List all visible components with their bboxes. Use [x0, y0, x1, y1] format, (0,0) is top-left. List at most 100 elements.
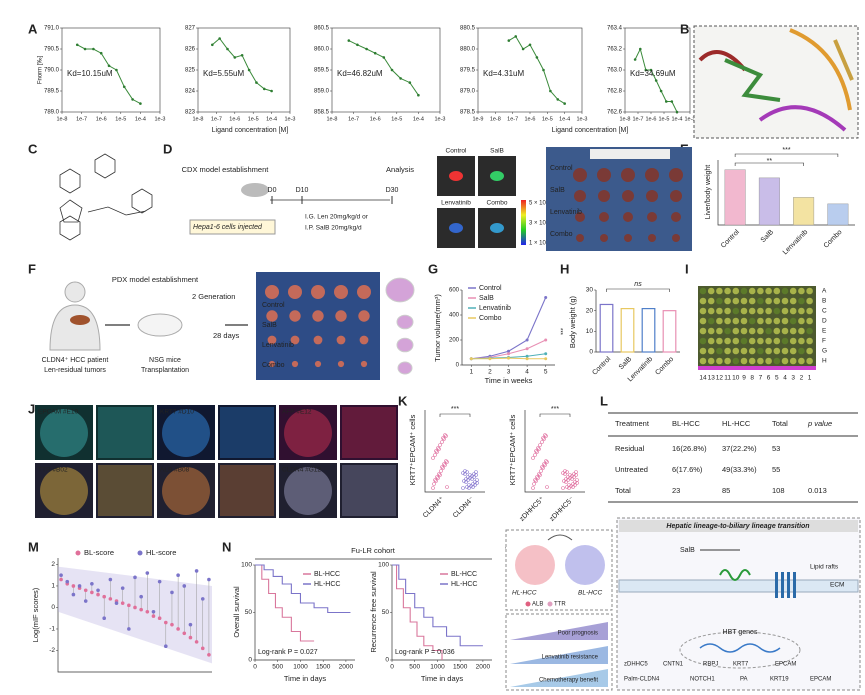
- well: [798, 317, 805, 325]
- cell-dot: [431, 486, 435, 490]
- col-label: 12: [716, 375, 724, 382]
- text: Lenvatinib resistance: [542, 655, 599, 661]
- day-label: D30: [386, 187, 399, 194]
- well: [773, 327, 781, 335]
- well: [781, 327, 789, 335]
- text: Analysis: [386, 165, 414, 174]
- scale-label: 5 × 10⁶: [529, 200, 549, 207]
- row-label: G: [822, 348, 827, 355]
- point: [133, 605, 137, 610]
- cell-dot: [536, 446, 540, 450]
- point: [139, 607, 143, 612]
- y-tick-label: 0: [51, 604, 55, 611]
- well: [740, 327, 748, 335]
- y-tick-label: 400: [449, 313, 460, 319]
- sig: ***: [782, 147, 790, 154]
- well: [740, 317, 748, 325]
- cell-dot: [561, 486, 565, 490]
- well: [699, 287, 707, 295]
- well: [716, 307, 723, 315]
- x-tick-label: 1: [469, 369, 473, 376]
- well: [707, 297, 715, 305]
- point: [114, 601, 119, 605]
- text: Chemotherapy benefit: [539, 678, 598, 684]
- cell-dot: [438, 473, 442, 477]
- membrane: [618, 579, 859, 593]
- cell-dot: [465, 470, 469, 474]
- table-cell: 16(26.8%): [672, 444, 707, 453]
- point: [469, 357, 473, 361]
- point: [525, 338, 529, 342]
- well: [724, 317, 731, 325]
- nucleus: [679, 631, 801, 669]
- data-point: [507, 39, 511, 42]
- tumor: [576, 234, 584, 242]
- well: [748, 337, 756, 345]
- sig: ***: [551, 406, 559, 413]
- y-tick-label: 878.5: [460, 110, 476, 116]
- point: [151, 609, 156, 614]
- y-tick-label: 763.0: [607, 68, 623, 74]
- cell-dot: [537, 472, 541, 476]
- cell-dot: [575, 481, 579, 485]
- point: [170, 622, 174, 627]
- legend-label: HL-HCC: [451, 581, 477, 588]
- cell-dot: [535, 475, 539, 479]
- cell-dot: [461, 486, 465, 490]
- arrow: [547, 534, 573, 541]
- text: I.P. SalB 20mg/kg/d: [305, 225, 362, 232]
- well: [748, 307, 756, 315]
- well: [716, 347, 723, 355]
- y-tick-label: 0: [589, 349, 593, 356]
- well: [732, 317, 740, 325]
- tumor: [622, 190, 634, 202]
- tumor: [290, 335, 300, 345]
- dna: [699, 643, 781, 653]
- text: ECM: [830, 582, 844, 589]
- well: [757, 317, 764, 325]
- y-tick-label: 826: [185, 47, 196, 53]
- well: [806, 317, 813, 325]
- zoom-texture: [98, 407, 152, 458]
- km-curve: [392, 564, 443, 660]
- cell-dot: [540, 440, 544, 444]
- point: [176, 627, 180, 631]
- point: [188, 622, 193, 627]
- well: [765, 347, 772, 355]
- well: [716, 297, 723, 305]
- cell-dot: [439, 469, 443, 473]
- patient-head: [64, 281, 86, 303]
- y-tick-label: 860.0: [314, 47, 330, 53]
- axis-label: Log(mIF scores): [31, 587, 40, 642]
- wedge: [510, 669, 608, 687]
- cell-dot: [569, 484, 573, 488]
- point: [71, 592, 76, 597]
- well: [806, 357, 813, 365]
- point: [194, 640, 199, 644]
- patient-body: [49, 304, 101, 351]
- bar: [641, 308, 656, 353]
- data-point: [247, 68, 251, 72]
- tumor-section: [396, 337, 414, 353]
- sig: ***: [556, 328, 562, 336]
- legend-label: Lenvatinib: [479, 305, 511, 312]
- bar: [620, 308, 635, 353]
- tissue-core: [284, 467, 332, 515]
- well: [781, 307, 789, 315]
- well: [707, 307, 715, 315]
- gene-label: Palm-CLDN4: [624, 677, 660, 683]
- point: [108, 577, 113, 582]
- well: [732, 287, 740, 295]
- col-label: 4: [783, 375, 787, 382]
- point: [170, 590, 174, 595]
- x-tick-label: 1e-6: [370, 116, 381, 122]
- group-label: SalB: [550, 187, 565, 194]
- cell-dot: [574, 473, 578, 477]
- data-point: [549, 89, 552, 93]
- receptor: [787, 572, 790, 598]
- cell-dot: [433, 453, 437, 457]
- well: [699, 357, 707, 365]
- col-label: 11: [724, 375, 731, 382]
- gene-label: RBPJ: [703, 662, 718, 668]
- cell-dot: [544, 459, 548, 463]
